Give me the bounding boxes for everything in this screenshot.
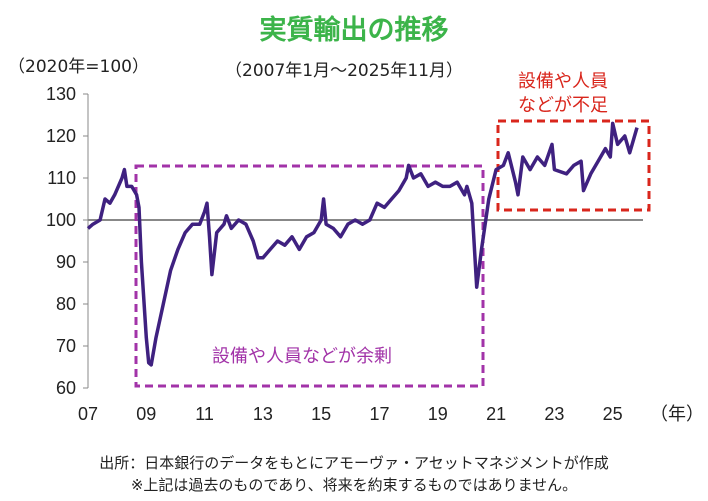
y-tick-label: 130 — [46, 84, 76, 104]
source-line: 出所：日本銀行のデータをもとにアモーヴァ・アセットマネジメントが作成 — [99, 454, 609, 472]
x-tick-label: 17 — [369, 404, 389, 424]
shortage-box — [496, 119, 651, 212]
y-tick-label: 100 — [46, 210, 76, 230]
x-unit-label: （年） — [650, 404, 704, 425]
x-tick-label: 21 — [486, 404, 506, 424]
y-tick-label: 80 — [56, 294, 76, 314]
y-tick-label: 90 — [56, 252, 76, 272]
x-tick-label: 25 — [603, 404, 623, 424]
surplus-box — [134, 164, 485, 388]
y-tick-label: 70 — [56, 336, 76, 356]
x-tick-label: 09 — [136, 404, 156, 424]
y-tick-label: 60 — [56, 378, 76, 398]
period-label: （2007年1月～2025年11月） — [225, 61, 463, 81]
x-tick-label: 07 — [78, 404, 98, 424]
shortage-line-2: などが不足 — [518, 95, 608, 116]
shortage-annotation: 設備や人員 などが不足 — [518, 70, 608, 118]
x-tick-label: 11 — [195, 404, 214, 424]
shortage-line-1: 設備や人員 — [518, 71, 608, 92]
surplus-annotation: 設備や人員などが余剰 — [212, 346, 392, 367]
x-tick-label: 15 — [311, 404, 331, 424]
disclaimer-line: ※上記は過去のものであり、将来を約束するものではありません。 — [130, 476, 578, 494]
y-tick-label: 120 — [46, 126, 76, 146]
x-tick-label: 23 — [544, 404, 564, 424]
x-tick-label: 19 — [428, 404, 448, 424]
real-exports-line — [86, 121, 639, 367]
y-tick-label: 110 — [47, 168, 76, 188]
source-note: 出所：日本銀行のデータをもとにアモーヴァ・アセットマネジメントが作成 ※上記は過… — [0, 452, 708, 496]
chart-title: 実質輸出の推移 — [259, 15, 449, 46]
x-tick-label: 13 — [253, 404, 273, 424]
y-unit-label: （2020年=100） — [8, 57, 149, 77]
